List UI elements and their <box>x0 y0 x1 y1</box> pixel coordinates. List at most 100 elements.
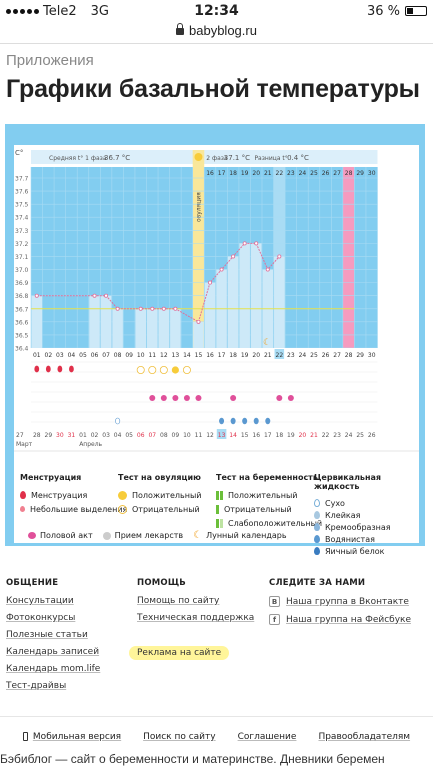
legend-item: Положительный <box>228 490 298 500</box>
cycle-day-label: 14 <box>183 352 191 359</box>
sun-icon <box>118 490 127 500</box>
day-axis-band <box>31 348 378 360</box>
temp-bar <box>112 308 123 348</box>
month-label: Март <box>16 441 33 448</box>
footer-link-support[interactable]: Техническая поддержка <box>137 613 255 623</box>
temp-bar <box>239 243 250 348</box>
temp-bar <box>250 243 262 348</box>
heart-icon <box>183 395 190 401</box>
facebook-icon[interactable]: f <box>269 614 280 625</box>
address-bar[interactable]: babyblog.ru <box>0 22 433 38</box>
cycle-day-label: 30 <box>368 352 376 359</box>
footer-heading: ПОМОЩЬ <box>137 578 186 588</box>
drop-icon <box>57 365 63 373</box>
drop-icon <box>45 365 51 373</box>
highlight-date-bg <box>216 429 227 439</box>
cycle-day-label: 28 <box>345 352 353 359</box>
heart-icon <box>230 395 237 401</box>
temperature-point <box>92 293 97 298</box>
cycle-day-label: 23 <box>287 352 295 359</box>
moon-icon: ☾ <box>193 530 203 541</box>
cervical-drop-icon <box>242 417 248 425</box>
footer-link-tests[interactable]: Тест-драйвы <box>6 681 67 691</box>
strip-weak-icon <box>216 518 219 528</box>
sticky-icon <box>314 511 320 519</box>
cycle-day-label: 26 <box>322 352 330 359</box>
copyright-holders-link[interactable]: Правообладателям <box>318 732 411 742</box>
mobile-version-label: Мобильная версия <box>32 732 122 742</box>
temperature-point <box>208 280 213 285</box>
cycle-day-label: 18 <box>229 352 237 359</box>
legend-item: Небольшие выделения <box>30 504 128 514</box>
temperature-point <box>104 293 109 298</box>
phase2-label: 2 фаза <box>206 155 228 162</box>
top-day-label: 20 <box>252 170 260 177</box>
site-search-link[interactable]: Поиск по сайту <box>143 732 216 742</box>
temp-bar <box>204 282 216 348</box>
footer-link-fb[interactable]: Наша группа на Фейсбуке <box>286 614 411 625</box>
temperature-point <box>34 293 39 298</box>
cycle-day-label: 01 <box>33 352 41 359</box>
mobile-version-link[interactable]: Мобильная версия <box>22 732 122 742</box>
top-day-label: 23 <box>287 170 295 177</box>
divider <box>0 43 433 44</box>
legend-item: Прием лекарств <box>114 531 184 540</box>
date-label: 01 <box>79 432 87 439</box>
footer-link-momlife[interactable]: Календарь mom.life <box>6 664 101 674</box>
date-label: 16 <box>252 432 260 439</box>
temperature-point <box>115 306 120 311</box>
cervical-drop-icon <box>230 417 236 425</box>
cervical-drop-icon <box>115 417 121 425</box>
cervical-drop-icon <box>265 417 271 425</box>
sun-outline-icon <box>182 365 191 374</box>
strip-positive-icon <box>216 490 219 500</box>
site-tagline: Бэбиблог — сайт о беременности и материн… <box>0 752 385 766</box>
date-label: 22 <box>322 432 330 439</box>
heart-icon <box>160 395 167 401</box>
network: 3G <box>90 3 109 19</box>
eggwhite-icon <box>314 547 320 555</box>
month-label: Апрель <box>79 441 102 448</box>
cycle-day-label: 22 <box>276 352 284 359</box>
y-tick-label: 37.7 <box>15 176 29 183</box>
cycle-day-label: 08 <box>114 352 122 359</box>
temperature-point <box>254 241 259 246</box>
phone-icon <box>22 732 28 741</box>
legend-item: Слабоположительный <box>228 518 323 528</box>
temperature-point <box>173 306 178 311</box>
cycle-day-label: 05 <box>79 352 87 359</box>
footer-link-photo[interactable]: Фотоконкурсы <box>6 613 76 623</box>
date-label: 18 <box>276 432 284 439</box>
top-day-label: 29 <box>356 170 364 177</box>
date-label: 21 <box>310 432 318 439</box>
moon-icon: ☾ <box>263 337 271 347</box>
cycle-day-label: 16 <box>206 352 214 359</box>
y-axis-label: C° <box>15 149 23 157</box>
dry-icon <box>314 499 320 507</box>
date-label: 04 <box>114 432 122 439</box>
date-label: 05 <box>125 432 133 439</box>
chart-legend: Менструация Менструация Небольшие выделе… <box>14 467 419 556</box>
agreement-link[interactable]: Соглашение <box>237 732 297 742</box>
temperature-point <box>231 254 236 259</box>
clock: 12:34 <box>194 3 239 19</box>
legend-item: Половой акт <box>40 531 93 540</box>
footer-link-calendar[interactable]: Календарь записей <box>6 647 100 657</box>
legend-pregtest-title: Тест на беременность <box>216 473 318 482</box>
footer-link-vk[interactable]: Наша группа в Вконтакте <box>286 596 409 607</box>
date-label: 17 <box>264 432 272 439</box>
legend-item: Положительный <box>132 490 202 500</box>
footer-link-ads[interactable]: Реклама на сайте <box>129 646 230 660</box>
top-day-label: 26 <box>322 170 330 177</box>
highlight-day-bg <box>274 349 285 359</box>
date-label: 11 <box>195 432 203 439</box>
footer-link-articles[interactable]: Полезные статьи <box>6 630 88 640</box>
breadcrumb[interactable]: Приложения <box>6 52 94 69</box>
top-day-label: 28 <box>345 170 353 177</box>
footer-link-help[interactable]: Помощь по сайту <box>137 596 220 606</box>
footer-link-consultations[interactable]: Консультации <box>6 596 74 606</box>
vk-icon[interactable]: B <box>269 596 280 607</box>
cycle-day-label: 10 <box>137 352 145 359</box>
bbt-chart: Средняя t° 1 фаза 36.7 °C 2 фаза 37.1 °C Раз… <box>14 145 419 556</box>
top-day-label: 30 <box>368 170 376 177</box>
